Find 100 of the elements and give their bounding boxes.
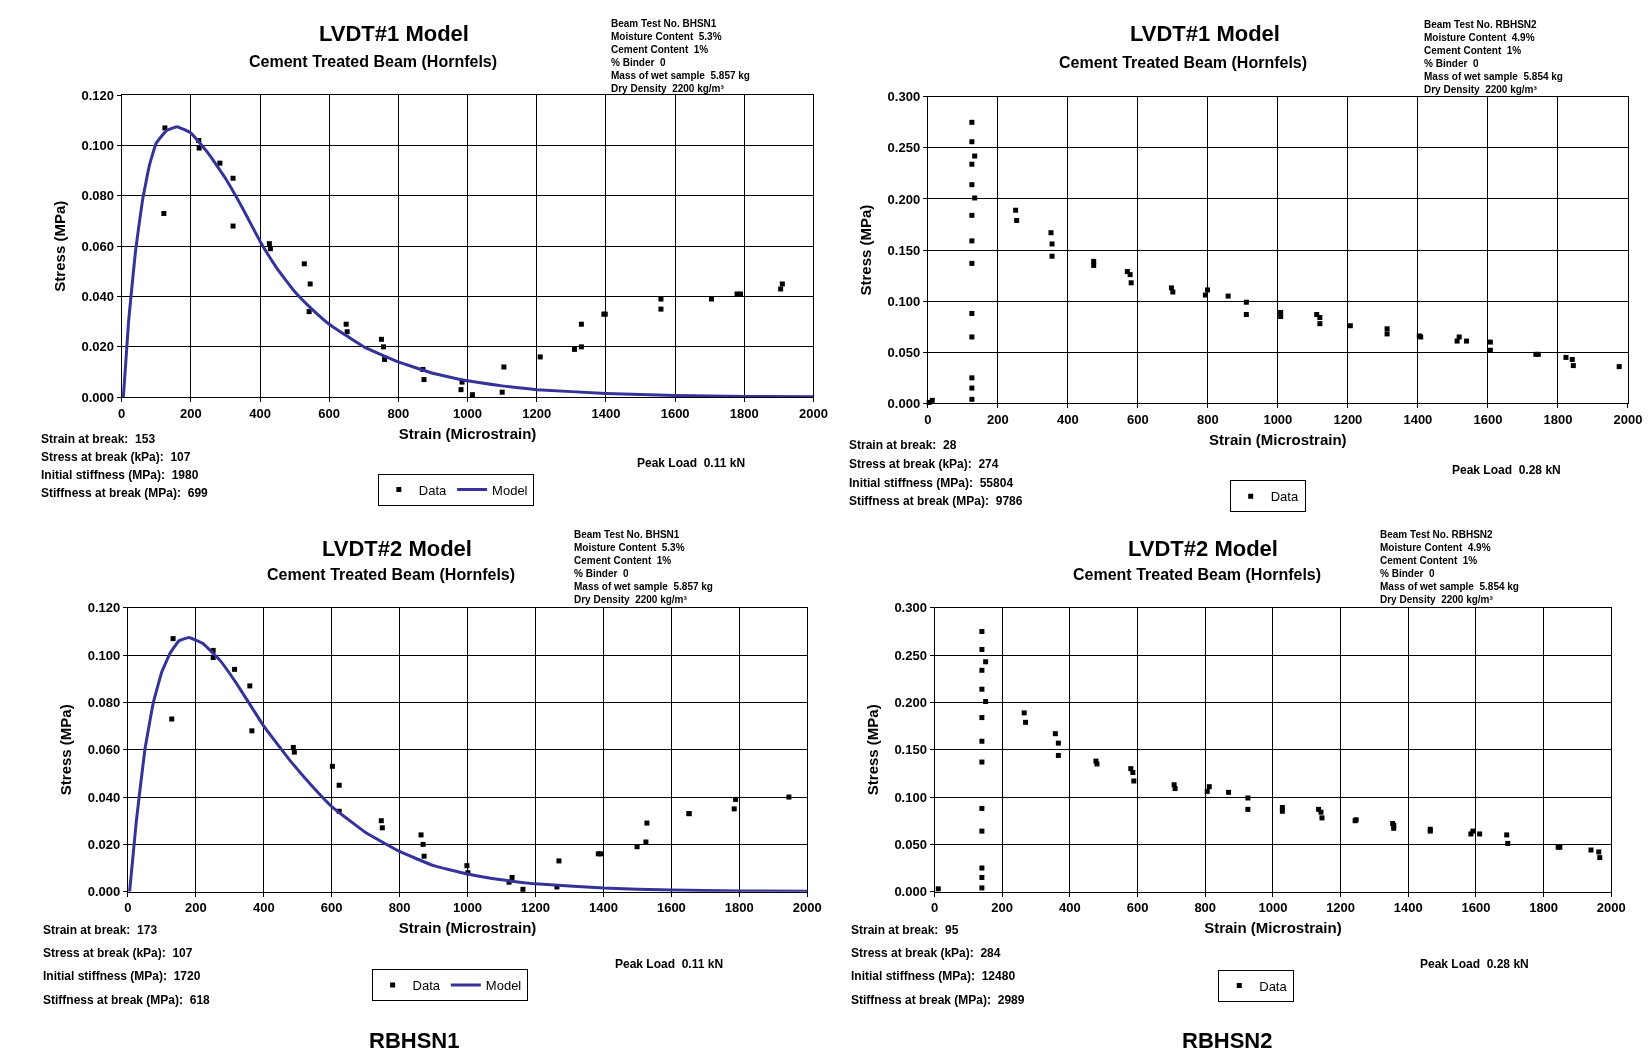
legend-label: Model <box>492 482 528 498</box>
x-tick-label: 1200 <box>1333 412 1363 428</box>
text: Initial stiffness (MPa): 55804 <box>849 476 1014 490</box>
x-tick-label: 2000 <box>792 900 822 916</box>
x-tick-label: 400 <box>1056 412 1079 428</box>
y-tick-label: 0.020 <box>87 836 121 852</box>
text: Stress at break (kPa): 274 <box>849 457 999 471</box>
legend-label: Data <box>412 978 441 994</box>
x-tick-label: 1400 <box>588 900 618 916</box>
text: Stiffness at break (MPa): 699 <box>41 486 209 500</box>
chart-subtitle: Cement Treated Beam (Hornfels) <box>1059 54 1308 71</box>
text: Initial stiffness (MPa): 12480 <box>851 969 1016 983</box>
chart-title: LVDT#2 Model <box>1128 536 1278 561</box>
y-tick-label: 0.080 <box>87 695 121 711</box>
y-tick-label: 0.300 <box>887 89 921 105</box>
x-tick-label: 1600 <box>660 405 690 421</box>
x-tick-label: 600 <box>318 405 341 421</box>
y-tick-label: 0.200 <box>894 695 927 711</box>
y-axis-title: Stress (MPa) <box>863 704 881 796</box>
text: RBHSN2 <box>1182 1028 1273 1053</box>
y-axis-title: Stress (MPa) <box>57 704 74 796</box>
y-tick-label: 0.000 <box>81 389 115 405</box>
x-axis-title: Strain (Microstrain) <box>1209 431 1347 449</box>
text: Stress at break (kPa): 107 <box>41 450 191 464</box>
chart-subtitle: Cement Treated Beam (Hornfels) <box>267 566 516 583</box>
y-tick-label: 0.250 <box>894 647 927 663</box>
x-tick-label: 200 <box>179 405 202 421</box>
x-tick-label: 600 <box>320 900 343 916</box>
text: Peak Load 0.11 kN <box>637 456 746 470</box>
x-tick-label: 1800 <box>729 405 759 421</box>
y-tick-label: 0.150 <box>894 742 927 758</box>
text: Initial stiffness (MPa): 1720 <box>43 969 201 983</box>
y-axis-title: Stress (MPa) <box>856 204 874 296</box>
text: Stiffness at break (MPa): 618 <box>43 993 211 1007</box>
x-axis-title: Strain (Microstrain) <box>1204 919 1342 937</box>
legend-label: Data <box>418 482 448 498</box>
y-tick-label: 0.200 <box>887 191 921 207</box>
y-tick-label: 0.000 <box>87 884 121 900</box>
text: Initial stiffness (MPa): 1980 <box>41 468 199 482</box>
y-tick-label: 0.040 <box>81 289 115 305</box>
x-tick-label: 200 <box>184 900 207 916</box>
y-tick-label: 0.060 <box>81 238 115 254</box>
y-tick-label: 0.060 <box>87 742 121 758</box>
text: Strain at break: 153 <box>41 432 156 446</box>
x-tick-label: 2000 <box>1613 412 1643 428</box>
y-tick-label: 0.120 <box>81 87 115 103</box>
text: Stress at break (kPa): 107 <box>43 946 193 960</box>
x-tick-label: 1400 <box>1393 900 1423 916</box>
text: Stress at break (kPa): 284 <box>851 946 1001 960</box>
x-tick-label: 1600 <box>1473 412 1503 428</box>
x-tick-label: 0 <box>930 900 939 916</box>
chart-title: LVDT#1 Model <box>1130 21 1280 46</box>
text: Beam Test No. RBHSN2 Moisture Content 4.9% Cement Content 1% % Binder 0 Mass of wet sample 5.854 kg Dry Density 2200 kg/m³ <box>1424 19 1563 95</box>
x-tick-label: 600 <box>1126 412 1149 428</box>
y-tick-label: 0.150 <box>887 242 921 258</box>
x-tick-label: 400 <box>249 405 271 421</box>
y-tick-label: 0.250 <box>887 140 921 156</box>
legend-label: Data <box>1270 489 1299 505</box>
x-tick-label: 1400 <box>591 405 621 421</box>
y-tick-label: 0.100 <box>894 789 927 805</box>
x-tick-label: 0 <box>118 405 126 421</box>
x-tick-label: 1000 <box>453 900 483 916</box>
text: Beam Test No. RBHSN2 Moisture Content 4.9% Cement Content 1% % Binder 0 Mass of wet sample 5.854 kg Dry Density 2200 kg/m³ <box>1380 529 1519 605</box>
x-tick-label: 1200 <box>1326 900 1356 916</box>
x-axis-title: Strain (Microstrain) <box>398 424 537 442</box>
y-tick-label: 0.100 <box>87 647 121 663</box>
y-tick-label: 0.050 <box>887 344 921 360</box>
y-tick-label: 0.100 <box>81 138 115 154</box>
text: Strain at break: 28 <box>849 438 957 452</box>
y-tick-label: 0.020 <box>81 339 115 355</box>
x-tick-label: 800 <box>1196 412 1219 428</box>
legend-label: Data <box>1259 978 1288 994</box>
x-tick-label: 1800 <box>1543 412 1573 428</box>
y-tick-label: 0.040 <box>87 789 121 805</box>
x-tick-label: 400 <box>1059 900 1081 916</box>
chart-subtitle: Cement Treated Beam (Hornfels) <box>1073 566 1322 583</box>
y-tick-label: 0.100 <box>887 293 921 309</box>
y-tick-label: 0.050 <box>894 836 927 852</box>
x-tick-label: 1800 <box>724 900 754 916</box>
text: Peak Load 0.28 kN <box>1452 463 1561 477</box>
chart-subtitle: Cement Treated Beam (Hornfels) <box>249 53 498 70</box>
y-tick-label: 0.000 <box>894 884 927 900</box>
x-tick-label: 1200 <box>522 405 552 421</box>
x-tick-label: 800 <box>387 405 410 421</box>
x-tick-label: 800 <box>1194 900 1217 916</box>
x-tick-label: 400 <box>252 900 275 916</box>
x-tick-label: 0 <box>924 412 932 428</box>
text: Stiffness at break (MPa): 9786 <box>849 494 1023 508</box>
chart-title: LVDT#1 Model <box>319 21 469 46</box>
text: Strain at break: 95 <box>851 923 959 937</box>
x-tick-label: 1200 <box>521 900 550 916</box>
text: Stiffness at break (MPa): 2989 <box>851 993 1025 1007</box>
chart-title: LVDT#2 Model <box>322 536 472 561</box>
x-tick-label: 1600 <box>656 900 686 916</box>
text: Beam Test No. BHSN1 Moisture Content 5.3% Cement Content 1% % Binder 0 Mass of wet sample 5.857 kg Dry Density 2200 kg/m³ <box>611 18 750 94</box>
x-tick-label: 1000 <box>1258 900 1288 916</box>
x-tick-label: 0 <box>124 900 132 916</box>
x-tick-label: 200 <box>986 412 1009 428</box>
text: RBHSN1 <box>369 1028 460 1053</box>
x-tick-label: 1400 <box>1403 412 1433 428</box>
